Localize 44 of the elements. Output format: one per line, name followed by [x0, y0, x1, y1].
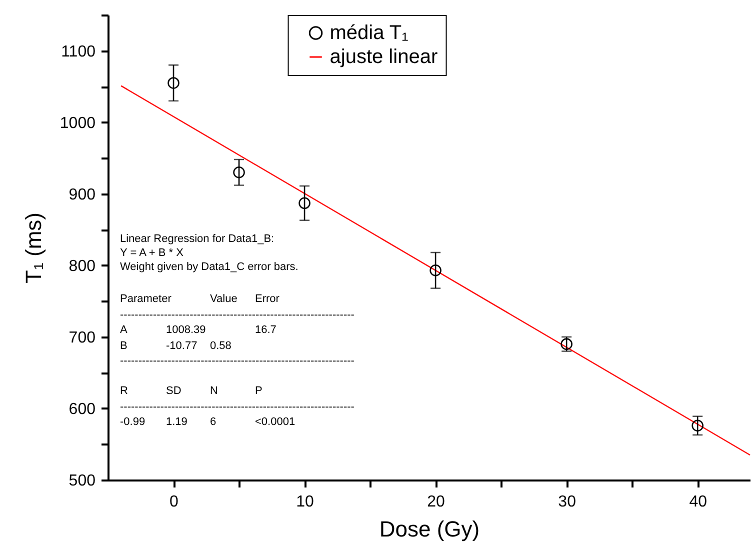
annotation: 1.19 — [166, 416, 188, 428]
x-axis-title: Dose (Gy) — [379, 516, 480, 542]
legend-label: média T₁ — [330, 22, 409, 44]
annotation: 0.58 — [210, 340, 232, 352]
x-tick-label: 30 — [558, 494, 576, 510]
point — [298, 197, 310, 210]
annotation: Linear Regression for Data1_B: — [120, 233, 274, 245]
y-tick-label: 700 — [68, 329, 96, 346]
y-tick-label: 900 — [68, 186, 96, 204]
annotation: <0.0001 — [255, 416, 296, 428]
annotation: 6 — [210, 416, 216, 428]
annotation: A — [120, 324, 128, 336]
y-tick-label: 500 — [68, 472, 96, 490]
annotation: -10.77 — [166, 340, 198, 352]
point — [692, 420, 704, 432]
y-axis-title: T₁ (ms) — [20, 212, 46, 284]
annotation: SD — [166, 385, 182, 397]
annotation: 1008.39 — [166, 324, 206, 336]
x-tick-label: 20 — [427, 494, 446, 510]
annotation: Value — [210, 293, 238, 305]
annotation: 16.7 — [255, 324, 276, 336]
annotation: Weight given by Data1_C error bars. — [120, 261, 298, 273]
annotation: Y = A + B * X — [120, 247, 184, 259]
annotation: B — [120, 340, 128, 352]
annotation: -0.99 — [120, 416, 146, 428]
point — [168, 77, 180, 89]
annotation: P — [255, 385, 262, 397]
point — [430, 264, 442, 276]
annotation: ---------------------------------------------------------------- — [120, 401, 355, 413]
annotation: N — [210, 385, 218, 397]
x-tick-label: 40 — [689, 494, 708, 510]
point — [233, 166, 245, 178]
y-tick-label: 1100 — [61, 43, 96, 60]
x-tick-label: 10 — [296, 494, 314, 510]
x-tick-label: 0 — [170, 494, 179, 510]
y-tick-label: 600 — [68, 400, 96, 418]
annotation: ---------------------------------------------------------------- — [120, 355, 355, 367]
legend-label: ajuste linear — [330, 46, 438, 68]
annotation: Error — [255, 293, 280, 305]
annotation: Parameter — [120, 293, 172, 305]
y-tick-label: 1000 — [60, 114, 96, 132]
annotation: R — [120, 385, 128, 397]
y-tick-label: 800 — [68, 258, 96, 275]
annotation: ---------------------------------------------------------------- — [120, 309, 355, 321]
